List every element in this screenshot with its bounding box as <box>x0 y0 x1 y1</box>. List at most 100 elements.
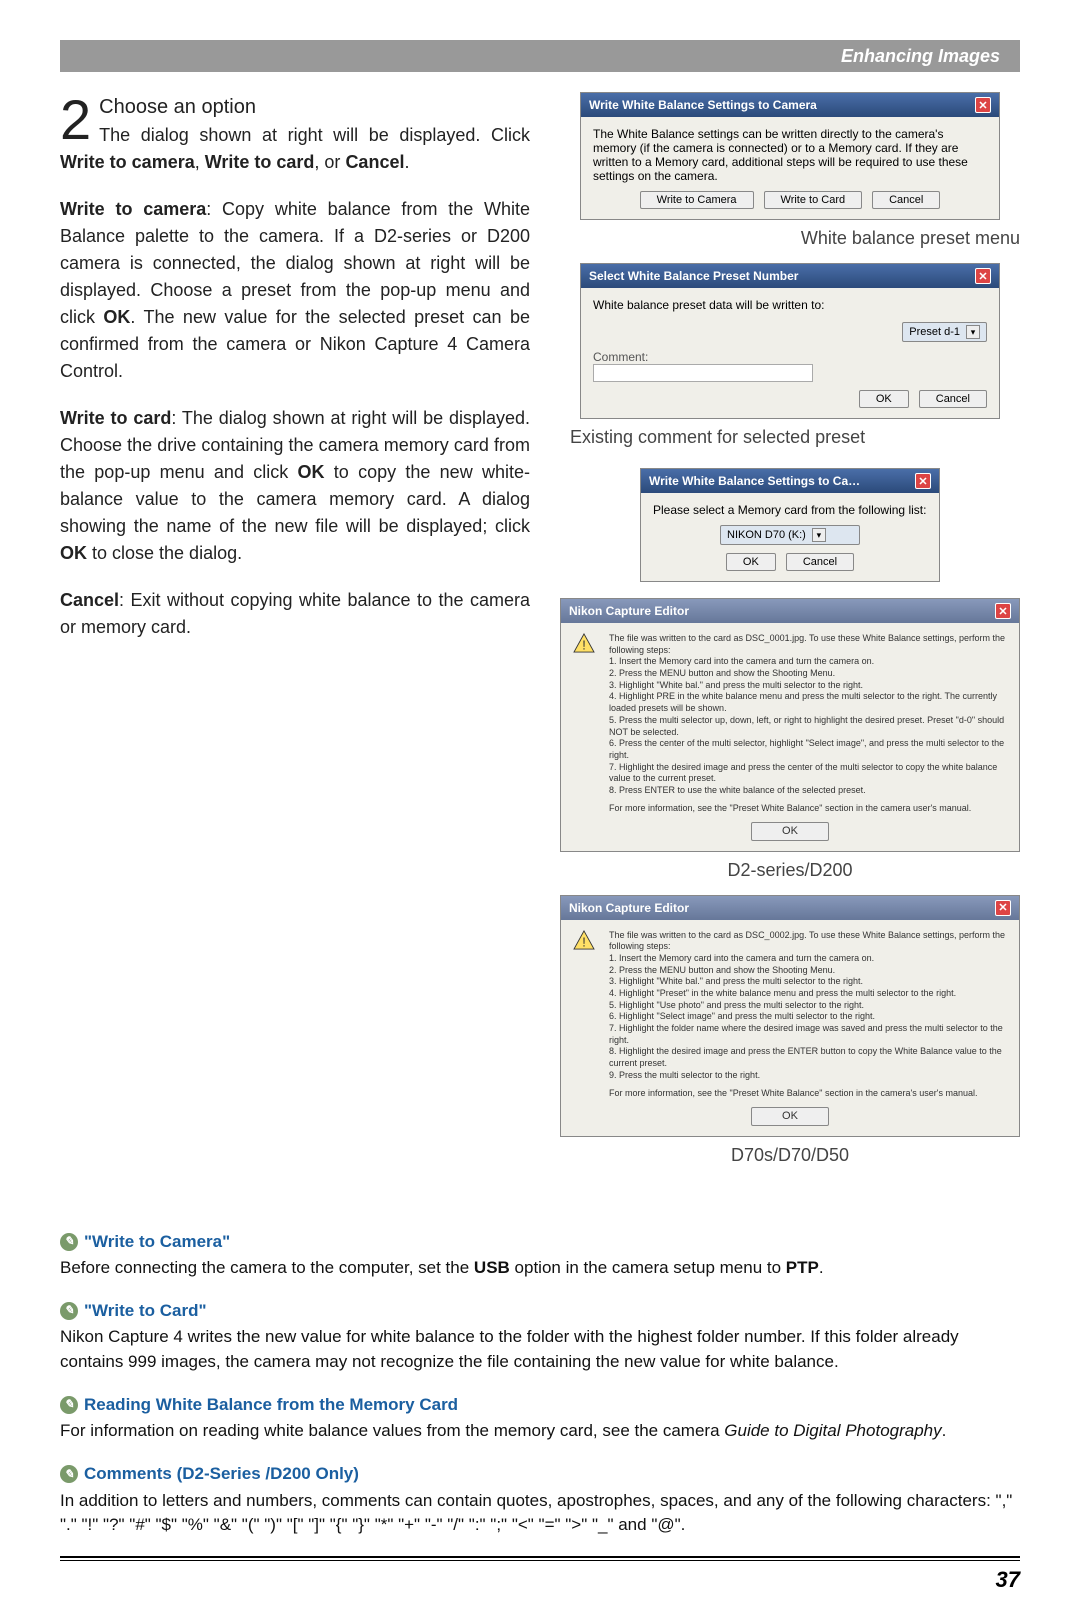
step-line: 8. Highlight the desired image and press… <box>609 1046 1007 1069</box>
button-row: OK Cancel <box>593 390 987 408</box>
t: . The new value for the selected preset … <box>60 307 530 381</box>
dialog-title-text: Write White Balance Settings to Ca… <box>649 474 860 488</box>
note-body-1: Before connecting the camera to the comp… <box>60 1256 1020 1281</box>
dialog-body: The White Balance settings can be writte… <box>581 117 999 219</box>
t: Guide to Digital Photography <box>724 1421 941 1440</box>
step-line: 1. Insert the Memory card into the camer… <box>609 953 1007 965</box>
t: "Write to Card" <box>84 1299 207 1324</box>
t: . <box>819 1258 824 1277</box>
warning-icon: ! <box>573 633 595 653</box>
t: . <box>942 1421 947 1440</box>
intro-bold-1: Write to camera <box>60 152 195 172</box>
wtcard-head: Write to card <box>60 408 171 428</box>
cancel-button[interactable]: Cancel <box>919 390 987 408</box>
preset-dropdown[interactable]: Preset d-1▾ <box>902 322 987 342</box>
ok-button[interactable]: OK <box>726 553 776 571</box>
dialog-text: White balance preset data will be writte… <box>593 298 987 312</box>
dialog-select-preset: Select White Balance Preset Number ✕ Whi… <box>580 263 1000 419</box>
note-heading-1: ✎"Write to Camera" <box>60 1230 1020 1255</box>
step-line: 2. Press the MENU button and show the Sh… <box>609 965 1007 977</box>
write-to-card-para: Write to card: The dialog shown at right… <box>60 405 530 567</box>
chevron-down-icon: ▾ <box>812 528 826 542</box>
comment-input[interactable] <box>593 364 813 382</box>
dialog-title-text: Write White Balance Settings to Camera <box>589 98 817 112</box>
dialog-text: The White Balance settings can be writte… <box>593 127 987 183</box>
warning-icon: ! <box>573 930 595 950</box>
close-icon[interactable]: ✕ <box>995 900 1011 916</box>
step-list: 1. Insert the Memory card into the camer… <box>609 656 1007 796</box>
ok-button[interactable]: OK <box>859 390 909 408</box>
cancel-button[interactable]: Cancel <box>872 191 940 209</box>
step-number: 2 <box>60 92 91 148</box>
t: PTP <box>786 1258 819 1277</box>
lead-text: The file was written to the card as DSC_… <box>609 633 1007 656</box>
pencil-icon: ✎ <box>60 1465 78 1483</box>
dialog-titlebar: Select White Balance Preset Number ✕ <box>581 264 999 288</box>
step-line: 5. Press the multi selector up, down, le… <box>609 715 1007 738</box>
section-title: Enhancing Images <box>841 46 1000 67</box>
note-body-2: Nikon Capture 4 writes the new value for… <box>60 1325 1020 1374</box>
intro-bold-2: Write to card <box>205 152 315 172</box>
divider-thin <box>60 1560 1020 1561</box>
t: . <box>404 152 409 172</box>
comment-label: Comment: <box>593 350 987 364</box>
step-block: 2 Choose an option The dialog shown at r… <box>60 92 530 176</box>
cancel-para: Cancel: Exit without copying white balan… <box>60 587 530 641</box>
close-icon[interactable]: ✕ <box>975 97 991 113</box>
t: OK <box>103 307 130 327</box>
note-heading-2: ✎ "Write to Card" <box>60 1299 1020 1324</box>
step-line: 4. Highlight "Preset" in the white balan… <box>609 988 1007 1000</box>
step-line: 3. Highlight "White bal." and press the … <box>609 680 1007 692</box>
caption-2: Existing comment for selected preset <box>560 427 1020 448</box>
chevron-down-icon: ▾ <box>966 325 980 339</box>
t: "Write to Camera" <box>84 1230 230 1255</box>
step-title: Choose an option <box>99 96 256 118</box>
drive-dropdown[interactable]: NIKON D70 (K:) ▾ <box>720 525 860 545</box>
dialog-select-card: Write White Balance Settings to Ca… ✕ Pl… <box>640 468 940 582</box>
write-to-card-button[interactable]: Write to Card <box>764 191 863 209</box>
t: Reading White Balance from the Memory Ca… <box>84 1393 458 1418</box>
step-line: 8. Press ENTER to use the white balance … <box>609 785 1007 797</box>
page-number: 37 <box>60 1567 1020 1593</box>
dialog-editor-d70: Nikon Capture Editor ✕ ! The file was wr… <box>560 895 1020 1137</box>
step-line: 7. Highlight the desired image and press… <box>609 762 1007 785</box>
t: Before connecting the camera to the comp… <box>60 1258 474 1277</box>
close-icon[interactable]: ✕ <box>975 268 991 284</box>
notes-section: ✎"Write to Camera" Before connecting the… <box>60 1230 1020 1538</box>
drive-value: NIKON D70 (K:) <box>727 529 806 541</box>
dialog-text: Please select a Memory card from the fol… <box>653 503 927 517</box>
intro-bold-3: Cancel <box>345 152 404 172</box>
step-line: 7. Highlight the folder name where the d… <box>609 1023 1007 1046</box>
dialog-titlebar: Write White Balance Settings to Ca… ✕ <box>641 469 939 493</box>
step-line: 4. Highlight PRE in the white balance me… <box>609 691 1007 714</box>
step-line: 2. Press the MENU button and show the Sh… <box>609 668 1007 680</box>
dialog-body: ! The file was written to the card as DS… <box>561 920 1019 1136</box>
button-row: OK Cancel <box>653 553 927 571</box>
ok-button[interactable]: OK <box>751 822 829 840</box>
t: to close the dialog. <box>87 543 242 563</box>
step-line: 6. Highlight "Select image" and press th… <box>609 1011 1007 1023</box>
close-icon[interactable]: ✕ <box>915 473 931 489</box>
page-root: Enhancing Images 2 Choose an option The … <box>0 0 1080 1613</box>
write-to-camera-para: Write to camera: Copy white balance from… <box>60 196 530 385</box>
dialog-titlebar: Write White Balance Settings to Camera ✕ <box>581 93 999 117</box>
divider-thick <box>60 1556 1020 1558</box>
pencil-icon: ✎ <box>60 1302 78 1320</box>
write-to-camera-button[interactable]: Write to Camera <box>640 191 754 209</box>
footer-text: For more information, see the "Preset Wh… <box>609 803 1007 815</box>
step-line: 9. Press the multi selector to the right… <box>609 1070 1007 1082</box>
dialog-button-row: Write to Camera Write to Card Cancel <box>593 191 987 209</box>
cancel-button[interactable]: Cancel <box>786 553 854 571</box>
t: OK <box>298 462 325 482</box>
ok-button[interactable]: OK <box>751 1107 829 1125</box>
t: USB <box>474 1258 510 1277</box>
dialog-titlebar: Nikon Capture Editor ✕ <box>561 896 1019 920</box>
step-line: 1. Insert the Memory card into the camer… <box>609 656 1007 668</box>
t: , <box>195 152 205 172</box>
t: Comments (D2-Series /D200 Only) <box>84 1462 359 1487</box>
dialog-write-wb: Write White Balance Settings to Camera ✕… <box>580 92 1000 220</box>
caption-4: D70s/D70/D50 <box>560 1145 1020 1166</box>
dialog-titlebar: Nikon Capture Editor ✕ <box>561 599 1019 623</box>
close-icon[interactable]: ✕ <box>995 603 1011 619</box>
t: option in the camera setup menu to <box>510 1258 786 1277</box>
